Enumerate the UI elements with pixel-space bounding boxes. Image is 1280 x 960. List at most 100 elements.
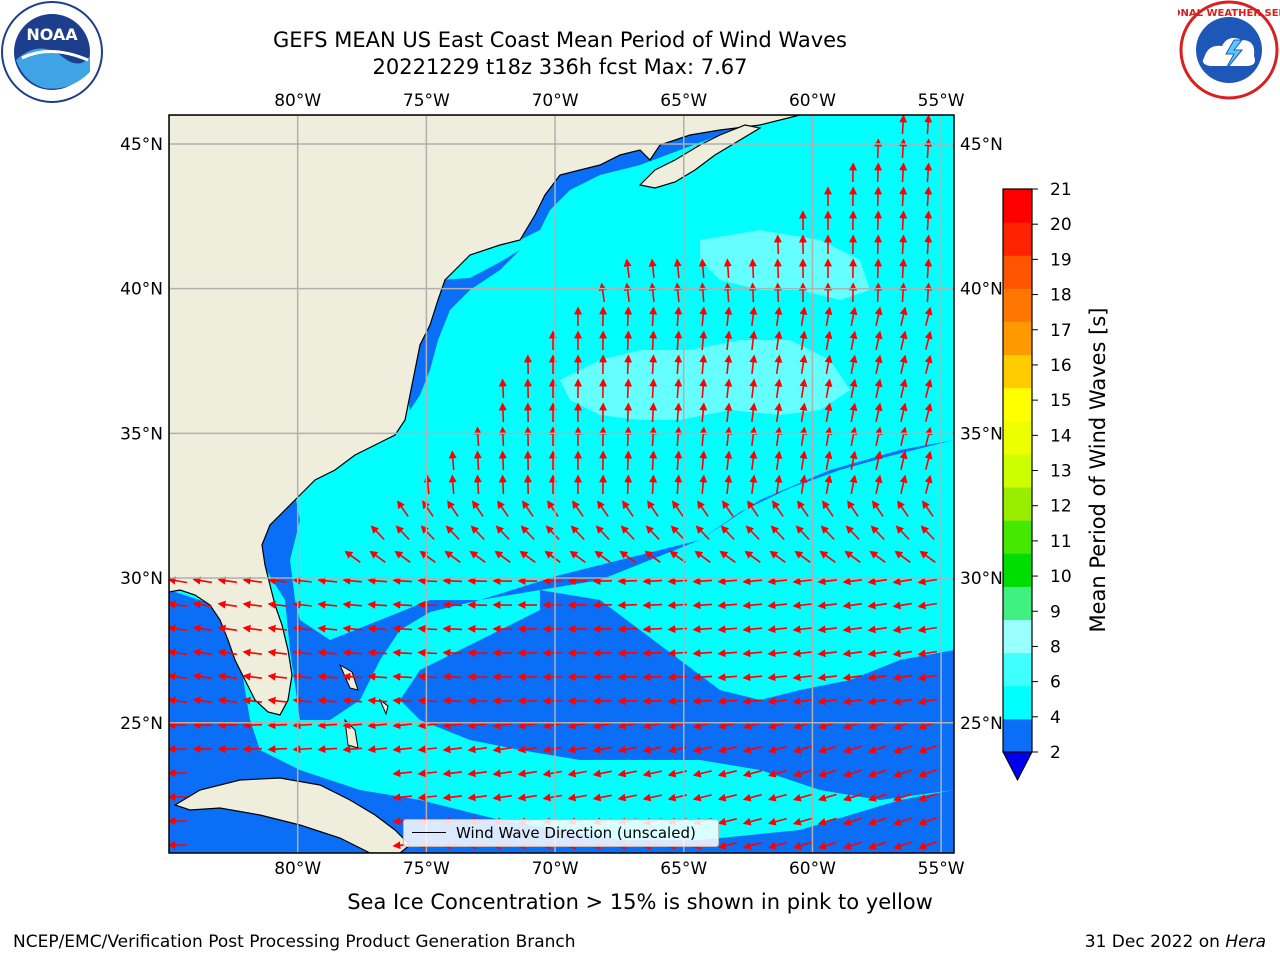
wave-direction-arrow — [442, 624, 463, 633]
wave-direction-arrow — [867, 625, 888, 634]
lon-label-bottom: 60°W — [789, 859, 836, 879]
wave-direction-arrow — [899, 378, 908, 398]
wave-direction-arrow — [473, 474, 482, 495]
wave-direction-arrow — [717, 625, 738, 634]
wave-direction-arrow — [924, 306, 933, 326]
wave-direction-arrow — [342, 672, 363, 681]
wave-direction-arrow — [817, 817, 837, 826]
wave-direction-arrow — [899, 115, 908, 135]
wave-direction-arrow — [924, 330, 933, 350]
wave-direction-arrow — [317, 672, 338, 681]
wave-direction-arrow — [799, 378, 808, 399]
wave-direction-arrow — [699, 426, 708, 447]
wave-direction-arrow — [674, 450, 683, 471]
wave-direction-arrow — [419, 550, 436, 563]
wave-direction-arrow — [417, 769, 437, 778]
nws-logo-icon: NATIONAL WEATHER SERVICE — [1178, 0, 1280, 100]
wave-direction-arrow — [473, 426, 482, 447]
wave-direction-arrow — [417, 672, 438, 681]
wave-direction-arrow — [724, 306, 733, 326]
lat-label-right: 35°N — [960, 424, 1003, 444]
wave-direction-arrow — [699, 330, 708, 351]
wave-direction-arrow — [442, 600, 463, 609]
colorbar-tick-label: 14 — [1050, 426, 1072, 446]
wave-direction-arrow — [396, 500, 409, 517]
wave-direction-arrow — [169, 696, 188, 705]
wave-direction-arrow — [874, 306, 883, 326]
wave-direction-arrow — [317, 696, 338, 705]
wave-direction-arrow — [742, 625, 763, 634]
wave-direction-arrow — [471, 500, 484, 517]
wave-direction-arrow — [867, 817, 887, 826]
wave-direction-arrow — [867, 601, 888, 610]
wave-direction-arrow — [774, 402, 783, 423]
wave-direction-arrow — [442, 745, 462, 754]
wave-direction-arrow — [542, 769, 563, 778]
wave-direction-arrow — [774, 354, 783, 375]
wave-direction-arrow — [917, 841, 937, 850]
wave-direction-arrow — [917, 745, 937, 754]
wave-direction-arrow — [767, 601, 788, 610]
wave-direction-arrow — [594, 550, 611, 563]
wave-direction-arrow — [792, 769, 812, 778]
wave-direction-arrow — [417, 576, 438, 585]
wave-direction-arrow — [892, 673, 913, 682]
wave-direction-arrow — [367, 745, 388, 754]
wave-direction-arrow — [792, 601, 812, 610]
wave-direction-arrow — [870, 525, 885, 541]
wave-direction-arrow — [799, 474, 808, 495]
wave-direction-arrow — [899, 186, 908, 207]
legend-label: Wind Wave Direction (unscaled) — [456, 824, 696, 842]
wave-direction-arrow — [767, 577, 788, 586]
colorbar-segment — [1003, 553, 1032, 587]
wave-direction-arrow — [567, 793, 588, 802]
wave-direction-arrow — [417, 696, 438, 705]
wave-direction-arrow — [596, 500, 609, 517]
lat-label-left: 35°N — [120, 424, 163, 444]
lat-label-left: 45°N — [120, 135, 163, 155]
wave-direction-arrow — [624, 402, 633, 423]
wave-direction-arrow — [724, 354, 733, 374]
wave-direction-arrow — [744, 550, 761, 563]
wave-direction-arrow — [924, 234, 933, 255]
wave-direction-arrow — [192, 648, 213, 657]
wave-direction-arrow — [169, 672, 188, 681]
wave-direction-arrow — [767, 697, 788, 706]
legend-line-sample — [412, 832, 446, 833]
wave-direction-arrow — [367, 721, 388, 730]
wave-direction-arrow — [644, 550, 661, 563]
wave-direction-arrow — [842, 601, 863, 610]
wave-direction-arrow — [867, 649, 888, 658]
wave-direction-arrow — [748, 282, 757, 303]
wave-direction-arrow — [648, 258, 657, 278]
wave-direction-arrow — [649, 330, 658, 351]
wave-direction-arrow — [542, 793, 563, 802]
wave-direction-arrow — [874, 210, 883, 231]
wave-direction-arrow — [742, 649, 763, 658]
wave-direction-arrow — [742, 793, 762, 802]
wave-direction-arrow — [723, 258, 732, 279]
wave-direction-arrow — [845, 525, 860, 541]
wave-direction-arrow — [692, 577, 713, 586]
wave-direction-arrow — [317, 721, 338, 730]
wave-direction-arrow — [792, 817, 812, 826]
wave-direction-arrow — [367, 624, 388, 633]
wave-direction-arrow — [749, 450, 758, 470]
wave-direction-arrow — [649, 378, 658, 399]
wave-direction-arrow — [521, 500, 534, 517]
wave-direction-arrow — [899, 354, 908, 374]
wave-direction-arrow — [444, 550, 461, 563]
wave-direction-arrow — [392, 696, 413, 705]
colorbar-segment — [1003, 255, 1032, 289]
wave-direction-arrow — [717, 577, 738, 586]
wave-direction-arrow — [820, 525, 835, 541]
wave-direction-arrow — [617, 601, 638, 610]
wave-direction-arrow — [517, 721, 538, 730]
footer-date-text: 31 Dec 2022 on — [1084, 932, 1220, 952]
wave-direction-arrow — [267, 648, 287, 657]
colorbar-tick-label: 6 — [1050, 673, 1061, 693]
wave-direction-arrow — [699, 474, 708, 495]
wave-direction-arrow — [899, 210, 908, 231]
wave-direction-arrow — [642, 649, 663, 658]
wave-direction-arrow — [617, 673, 638, 682]
